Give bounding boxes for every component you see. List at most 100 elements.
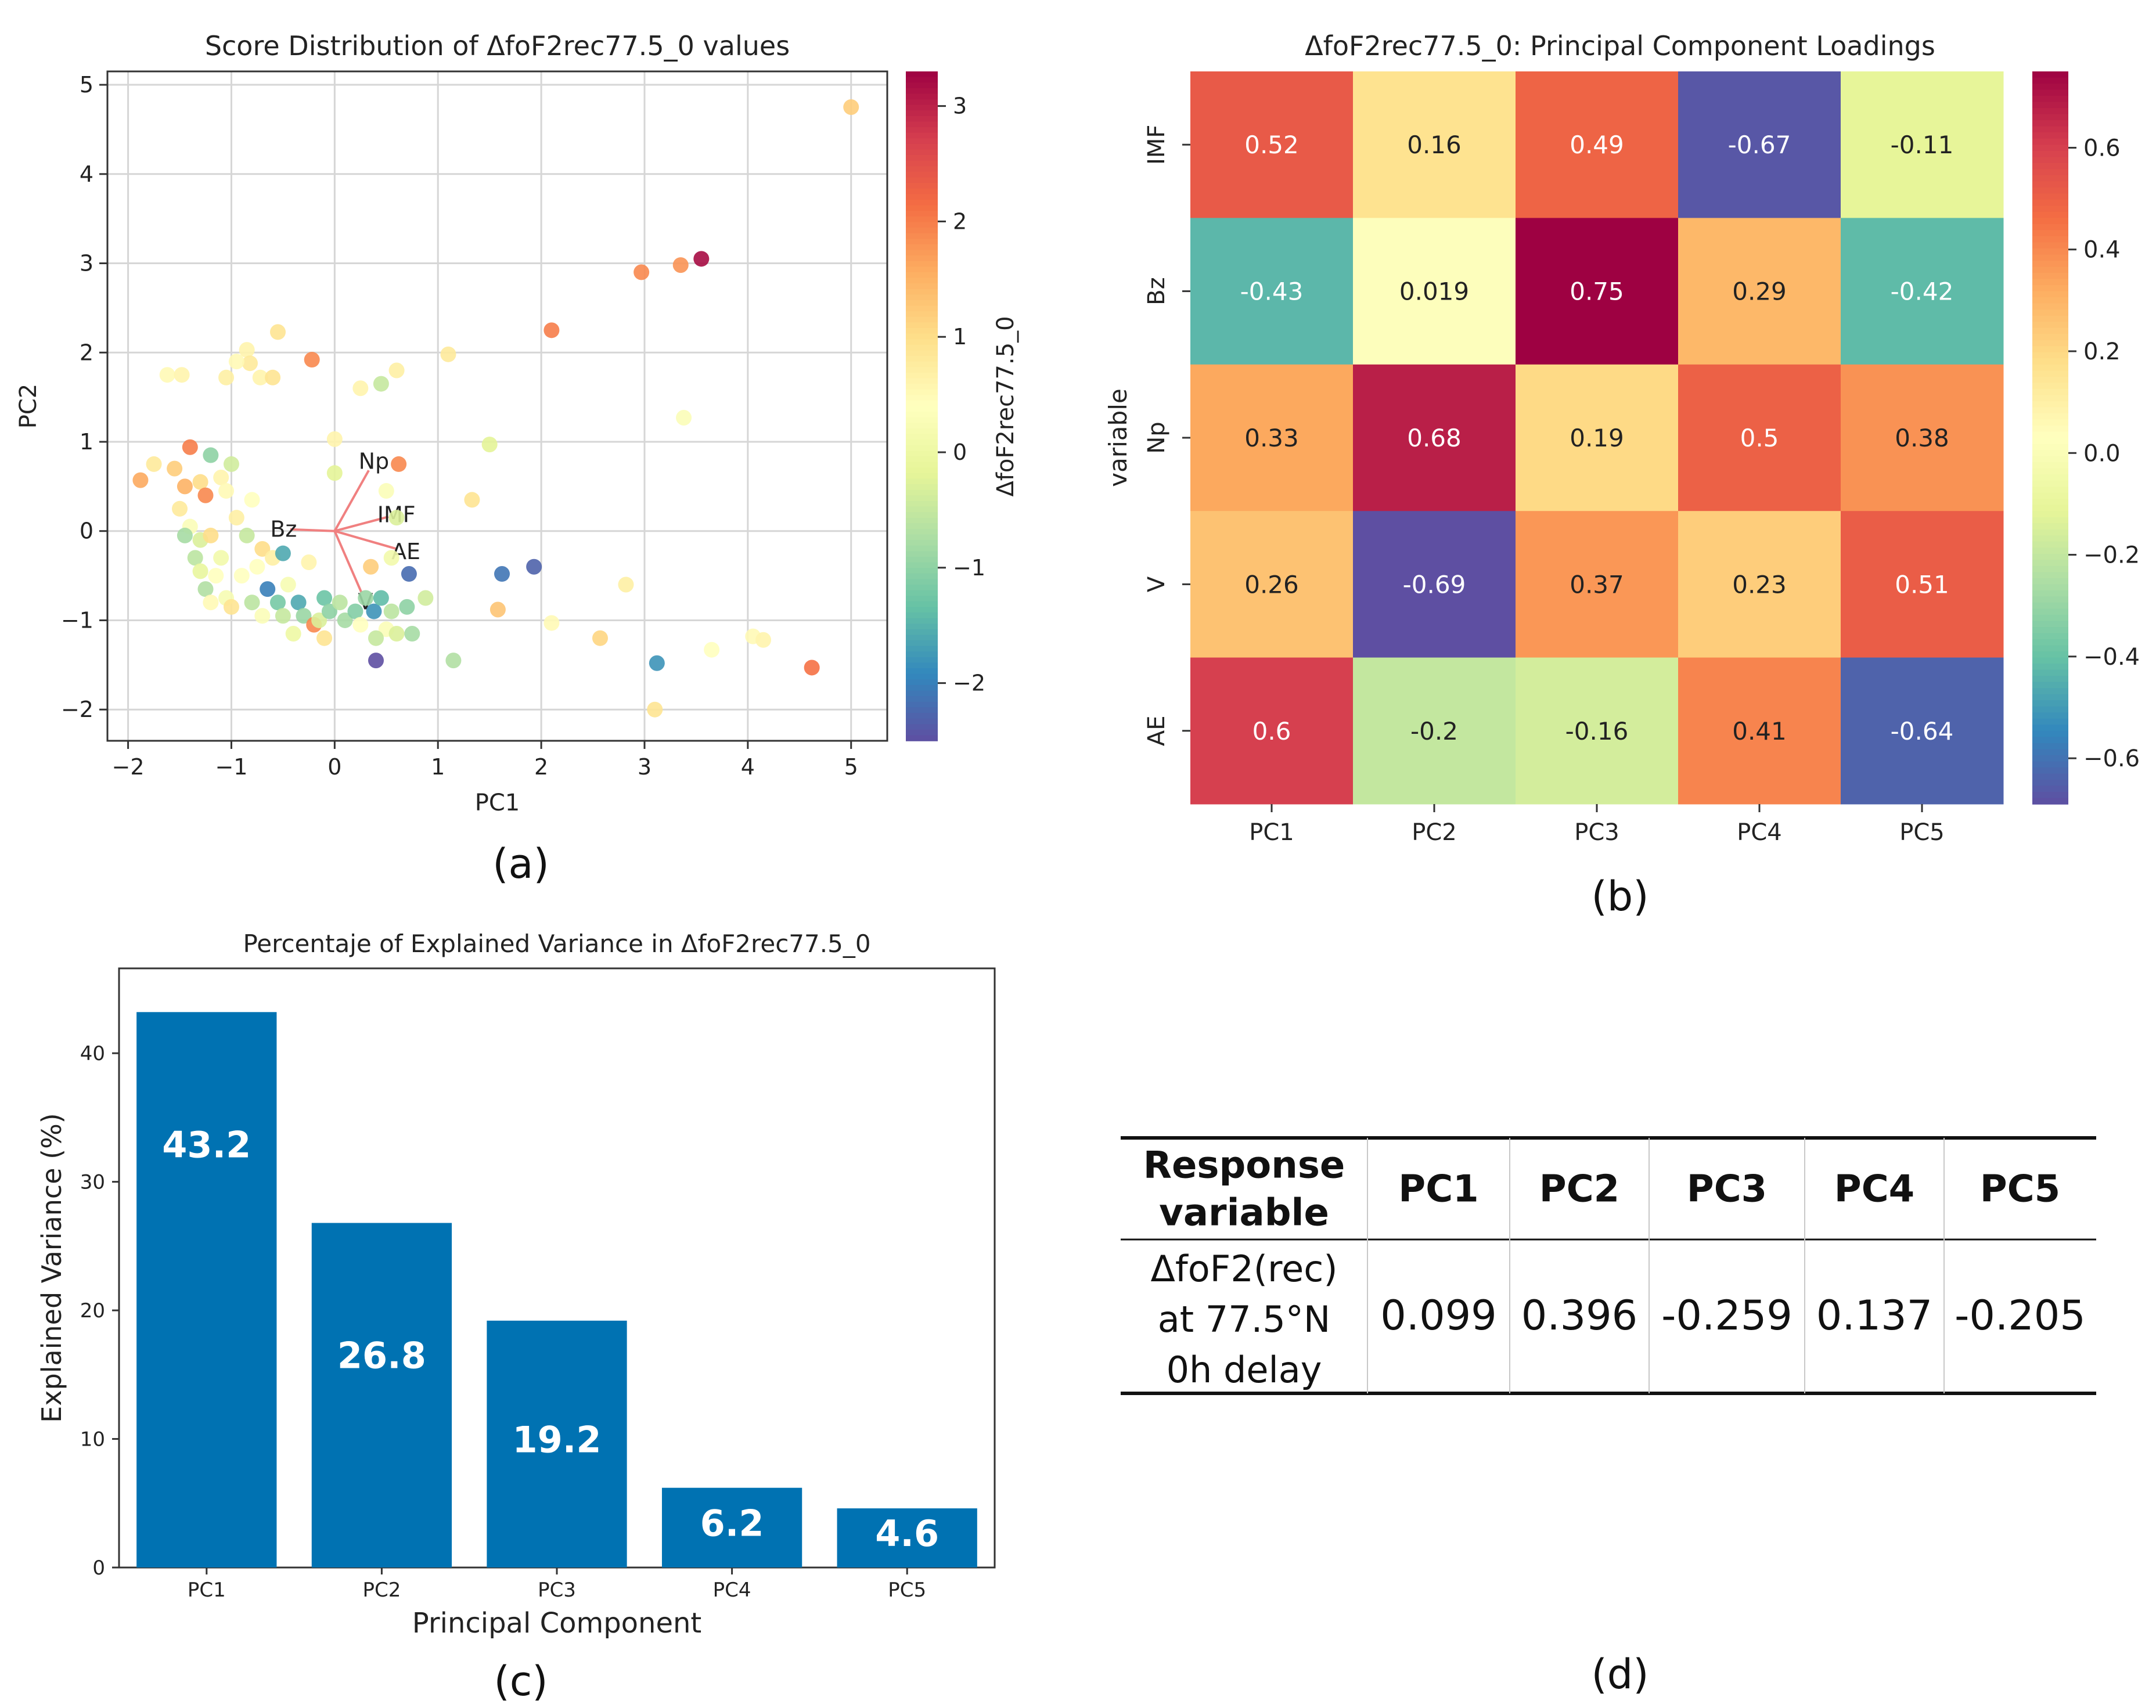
colorbar-segment <box>906 333 938 340</box>
colorbar-segment <box>2032 132 2068 139</box>
colorbar-segment <box>2032 633 2068 640</box>
chart-a-ylabel: PC2 <box>15 384 42 429</box>
bar-value-label: 4.6 <box>875 1512 939 1555</box>
bar-value-label: 19.2 <box>513 1418 602 1461</box>
colorbar-segment <box>906 177 938 183</box>
scatter-point <box>146 456 162 472</box>
colorbar-segment <box>2032 487 2068 493</box>
plot-frame <box>106 70 888 742</box>
colorbar-segment <box>2032 767 2068 774</box>
colorbar-segment <box>2032 169 2068 176</box>
colorbar-segment <box>906 261 938 268</box>
colorbar-segment <box>2032 327 2068 335</box>
heatmap-col-label: PC2 <box>1412 819 1457 846</box>
colorbar-segment <box>2032 718 2068 726</box>
colorbar-segment <box>906 400 938 407</box>
heatmap-cell <box>1841 71 2004 218</box>
scatter-point <box>704 642 720 658</box>
scatter-point <box>592 630 608 646</box>
scatter-point <box>647 701 663 718</box>
scatter-point <box>182 439 198 455</box>
heatmap-cell <box>1190 657 1354 805</box>
heatmap-cell-label: -0.16 <box>1565 717 1629 745</box>
heatmap-cell-label: 0.49 <box>1570 131 1624 159</box>
scatter-point <box>358 590 374 606</box>
scatter-point <box>672 257 689 273</box>
heatmap-cell-label: -0.42 <box>1891 278 1954 306</box>
scatter-point <box>218 369 235 385</box>
colorbar-segment <box>906 451 938 457</box>
scatter-point <box>203 527 219 543</box>
colorbar-segment <box>2032 401 2068 408</box>
x-tick-label: PC3 <box>538 1579 576 1602</box>
colorbar-segment <box>906 417 938 424</box>
scatter-point <box>693 251 710 267</box>
colorbar-segment <box>2032 590 2068 597</box>
colorbar-segment <box>906 233 938 240</box>
scatter-point <box>177 527 193 543</box>
colorbar-segment <box>2032 303 2068 310</box>
colorbar-segment <box>906 99 938 106</box>
colorbar-segment <box>2032 694 2068 701</box>
scatter-point <box>326 465 343 481</box>
colorbar-segment <box>906 228 938 234</box>
scatter-point <box>254 540 271 557</box>
colorbar-segment <box>2032 785 2068 792</box>
colorbar-segment <box>2032 211 2068 219</box>
y-tick-label: 10 <box>80 1428 105 1451</box>
colorbar-segment <box>2032 388 2068 396</box>
x-tick-label: PC1 <box>188 1579 226 1602</box>
heatmap-cell-label: 0.23 <box>1732 570 1787 599</box>
heatmap-col-label: PC3 <box>1574 819 1619 846</box>
colorbar-segment <box>906 556 938 563</box>
colorbar-segment <box>2032 291 2068 298</box>
table-header-cell: variable <box>1159 1192 1329 1235</box>
heatmap-cell-label: 0.019 <box>1399 278 1469 306</box>
scatter-point <box>445 653 462 669</box>
heatmap-cell-label: 0.6 <box>1252 717 1291 745</box>
heatmap-cell-label: 0.33 <box>1244 424 1299 452</box>
colorbar-segment <box>2032 407 2068 414</box>
table-header-cell: PC2 <box>1539 1168 1619 1211</box>
colorbar-segment <box>2032 96 2068 103</box>
colorbar-segment <box>906 406 938 412</box>
colorbar-segment <box>2032 565 2068 573</box>
colorbar-segment <box>906 77 938 84</box>
scatter-point <box>464 492 480 508</box>
chart-b-title: ΔfoF2rec77.5_0: Principal Component Load… <box>1305 30 1935 62</box>
heatmap-col-label: PC5 <box>1899 819 1945 846</box>
scatter-point <box>391 456 407 472</box>
heatmap-col-label: PC1 <box>1249 819 1294 846</box>
scatter-point <box>132 472 149 488</box>
bar-pc4 <box>661 1487 802 1568</box>
heatmap-row-label: IMF <box>1143 125 1170 165</box>
heatmap-cell <box>1841 657 2004 805</box>
colorbar-segment <box>906 322 938 329</box>
colorbar-segment <box>906 657 938 664</box>
colorbar-segment <box>906 255 938 262</box>
loading-arrow-v <box>333 530 363 593</box>
scatter-point <box>192 474 208 490</box>
colorbar-segment <box>906 244 938 251</box>
y-tick-label: 20 <box>80 1299 105 1323</box>
colorbar-segment <box>2032 71 2068 78</box>
colorbar-segment <box>906 138 938 145</box>
colorbar-segment <box>906 601 938 608</box>
scatter-point <box>366 603 382 619</box>
colorbar-segment <box>906 378 938 384</box>
y-tick-label: 5 <box>80 72 93 98</box>
colorbar-segment <box>906 668 938 675</box>
table-header-cell: PC4 <box>1834 1168 1914 1211</box>
colorbar-segment <box>906 82 938 89</box>
scatter-point <box>481 437 498 453</box>
heatmap-row-label: AE <box>1143 715 1170 746</box>
scatter-point <box>843 99 859 115</box>
scatter-point <box>275 545 291 561</box>
scatter-point <box>242 355 258 372</box>
colorbar-tick-label: 0.6 <box>2083 135 2121 161</box>
y-tick-label: 2 <box>80 340 93 365</box>
heatmap-cell-label: -0.69 <box>1403 570 1466 599</box>
scatter-point <box>489 601 506 618</box>
table-header-cell: PC5 <box>1980 1168 2060 1211</box>
chart-a-xlabel: PC1 <box>475 790 520 816</box>
